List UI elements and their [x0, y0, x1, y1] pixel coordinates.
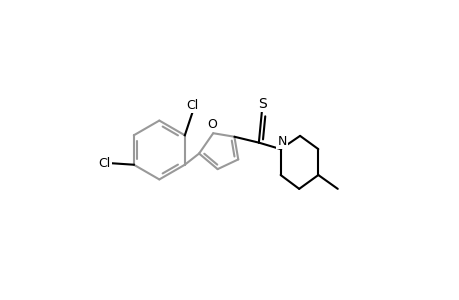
Text: Cl: Cl: [98, 157, 110, 170]
Text: N: N: [277, 135, 286, 148]
Text: Cl: Cl: [185, 99, 198, 112]
Text: S: S: [258, 97, 267, 111]
Text: O: O: [207, 118, 216, 131]
